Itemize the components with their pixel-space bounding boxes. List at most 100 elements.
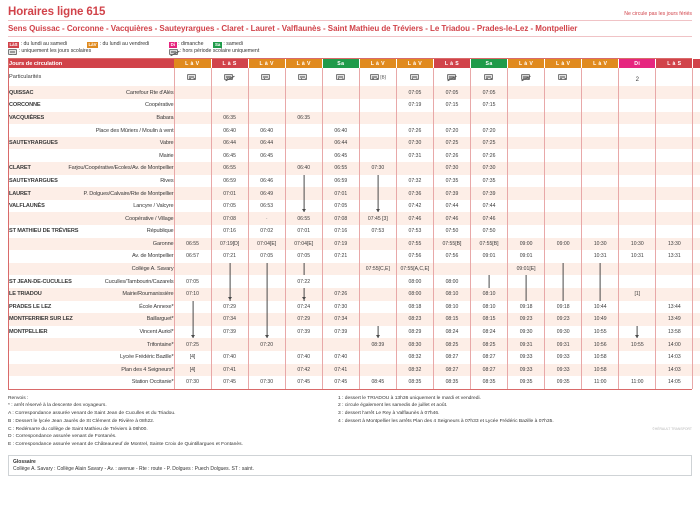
time-cell xyxy=(618,325,656,339)
time-cell: 13:30 xyxy=(655,237,693,251)
day-header-6[interactable]: L à V xyxy=(396,59,434,69)
day-header-8[interactable]: Sa xyxy=(470,59,509,69)
time-cell xyxy=(692,187,700,200)
day-header-9[interactable]: L à V xyxy=(507,59,546,69)
time-cell xyxy=(692,275,700,288)
time-cell xyxy=(618,225,656,238)
time-cell xyxy=(173,162,212,175)
time-cell xyxy=(247,99,286,112)
time-cell xyxy=(692,363,700,377)
legend-item-sa: Sa : samedi xyxy=(213,41,243,48)
stop-name: ST JEAN-DE-CUCULLES xyxy=(9,275,72,288)
time-cell: 08:18 xyxy=(395,300,434,314)
time-cell: 07:22 xyxy=(284,275,323,288)
footnote-e: E : Correspondance assurée venant de Châ… xyxy=(8,442,243,448)
time-cell xyxy=(655,212,693,225)
time-cell xyxy=(284,262,323,276)
time-cell: 06:45 xyxy=(210,149,249,163)
time-cell: 08:00 xyxy=(432,275,471,288)
time-cell xyxy=(655,174,693,188)
continuation-arrow-shaft xyxy=(212,262,248,276)
time-cell: 17:10 xyxy=(692,237,700,251)
time-cell xyxy=(284,199,323,213)
time-cell: 08:35 xyxy=(432,376,471,389)
day-header-12[interactable]: Di xyxy=(618,59,657,69)
time-cell xyxy=(247,111,286,125)
time-cell: 06:49 xyxy=(247,187,286,200)
particularite-cell-9 xyxy=(507,68,545,87)
time-cell xyxy=(618,313,656,326)
day-header-4[interactable]: Sa xyxy=(322,59,360,69)
time-cell xyxy=(173,187,212,200)
time-cell: 09:00 xyxy=(507,237,545,251)
stop-name: MONTPELLIER xyxy=(9,325,66,339)
time-cell: 07:39 xyxy=(284,325,323,339)
time-cell xyxy=(284,136,323,150)
stop-description: Baillarguet* xyxy=(66,313,174,326)
time-cell xyxy=(655,149,693,163)
time-cell: 09:00 xyxy=(544,237,582,251)
time-cell: 09:01[E] xyxy=(507,262,545,276)
day-header-7[interactable]: L à S xyxy=(433,59,472,69)
time-cell: 07:19 xyxy=(395,99,434,112)
legend: LàS : du lundi au samedi LàV : du lundi … xyxy=(8,41,692,57)
time-cell: 07:26 xyxy=(469,149,508,163)
day-header-13[interactable]: L à S xyxy=(655,59,694,69)
time-cell: 09:30 xyxy=(507,325,545,339)
table-row: VALFLAUNÈS Lancyre / Valcyre 07:05 06:53 07:… xyxy=(9,199,700,213)
time-cell: [1] xyxy=(618,287,656,301)
day-chip-sa: Sa xyxy=(213,41,222,48)
day-header-0[interactable]: L à V xyxy=(174,59,212,69)
time-cell: 07:44 xyxy=(432,199,471,213)
time-cell: [4] xyxy=(173,363,212,377)
time-cell xyxy=(618,363,656,377)
time-cell xyxy=(247,287,286,301)
stop-name xyxy=(9,237,66,251)
time-cell: 07:53 xyxy=(395,225,434,238)
time-cell xyxy=(581,212,619,225)
table-row: CORCONNE Coopérative 07:19 07:15 07:15 xyxy=(9,99,700,112)
time-cell: 10:30 xyxy=(581,237,619,251)
time-cell xyxy=(618,99,656,112)
time-cell xyxy=(507,136,545,150)
day-header-1[interactable]: L à S xyxy=(211,59,249,69)
time-cell xyxy=(507,149,545,163)
particularite-cell-10 xyxy=(544,68,582,87)
time-cell: 08:35 xyxy=(469,376,508,389)
table-row: Trifontaine* 07:25 07:20 08:39 08:30 08:25 08:… xyxy=(9,338,700,351)
time-cell xyxy=(581,124,619,137)
time-cell: 07:05 xyxy=(432,86,471,100)
time-cell xyxy=(655,225,693,238)
time-cell: 11:00 xyxy=(581,376,619,389)
day-header-11[interactable]: L à V xyxy=(581,59,620,69)
time-cell xyxy=(358,149,397,163)
continuation-arrow-shaft xyxy=(508,287,544,301)
footnote-1: 1 : dessert le TRIADOU à 13h36 uniquemen… xyxy=(338,395,481,401)
day-header-14[interactable]: L à S xyxy=(692,59,700,69)
time-cell: 07:05 xyxy=(247,250,286,263)
time-cell xyxy=(544,212,582,225)
time-cell xyxy=(618,275,656,288)
day-header-3[interactable]: L à V xyxy=(285,59,323,69)
time-cell: 07:26 xyxy=(395,124,434,137)
time-cell xyxy=(469,275,508,288)
time-cell: 10:58 xyxy=(581,350,619,364)
time-cell xyxy=(284,338,323,351)
day-header-2[interactable]: L à V xyxy=(248,59,286,69)
school-bus-icon xyxy=(335,74,345,81)
time-cell xyxy=(618,199,656,213)
table-row: Lycée Frédéric Bazille* [4] 07:40 07:40 07:4… xyxy=(9,350,700,364)
legend-item-lav: LàV : du lundi au vendredi xyxy=(87,41,149,48)
time-cell xyxy=(321,111,360,125)
time-cell: 07:02 xyxy=(247,225,286,238)
table-row: CLARET Farjou/Coopérative/Ecoles/Av. de M… xyxy=(9,162,700,175)
time-cell xyxy=(210,262,249,276)
table-row: SAUTEYRARGUES Vabre 06:44 06:44 06:44 07:30 07… xyxy=(9,136,700,150)
particularite-cell-0 xyxy=(173,68,212,87)
particularite-cell-14 xyxy=(692,68,700,87)
time-cell: 07:01 xyxy=(321,187,360,200)
time-cell xyxy=(507,287,545,301)
day-header-10[interactable]: L à V xyxy=(544,59,583,69)
day-header-5[interactable]: L à V xyxy=(359,59,397,69)
time-cell: 06:40 xyxy=(284,162,323,175)
